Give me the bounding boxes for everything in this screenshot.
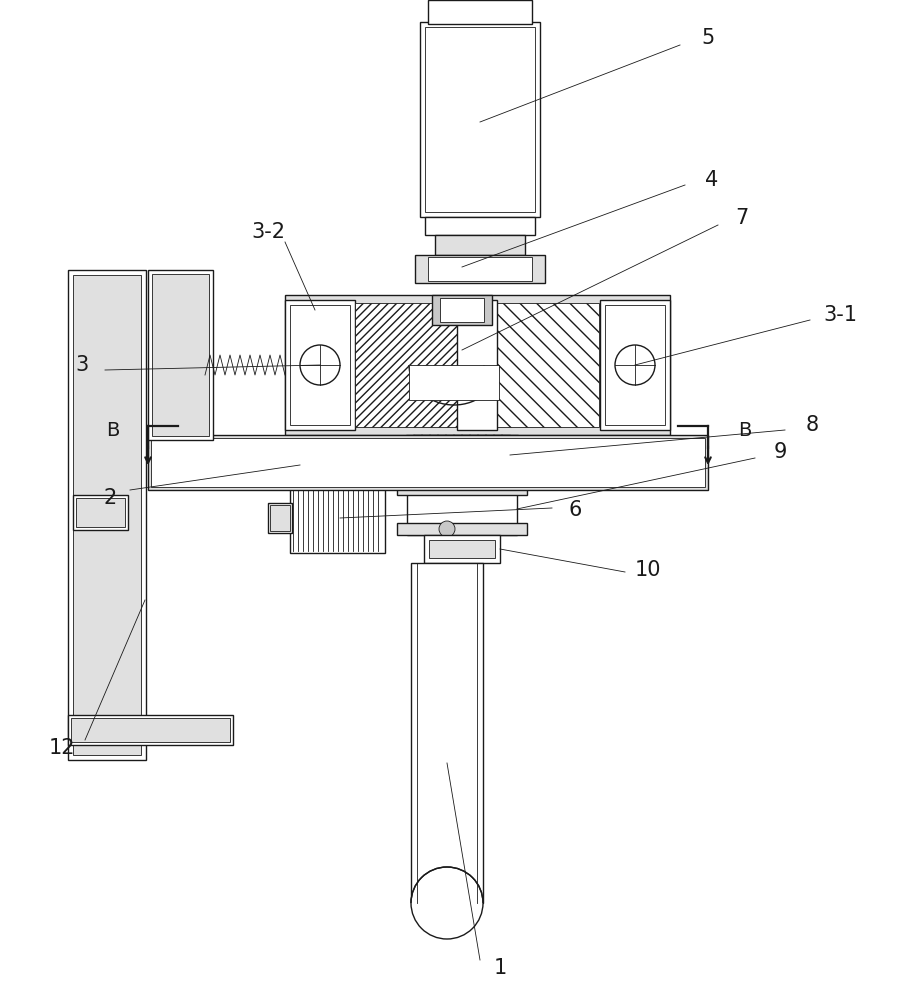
Bar [411,563,483,903]
Bar [457,300,497,430]
Text: 1: 1 [494,958,507,978]
Bar [285,295,670,435]
Bar [605,305,665,425]
Bar [285,300,355,430]
Text: 6: 6 [568,500,582,520]
Bar [76,498,125,527]
Bar [148,270,213,440]
Bar [187,350,205,380]
Text: 3-1: 3-1 [823,305,857,325]
Bar [435,235,525,255]
Bar [428,0,532,24]
Bar [151,438,705,487]
Bar [152,274,209,436]
Text: 2: 2 [103,488,117,508]
Circle shape [300,345,340,385]
Circle shape [411,867,483,939]
Text: B: B [738,420,752,440]
Bar [71,718,230,742]
Bar [270,505,290,531]
Circle shape [439,521,455,537]
Bar [355,303,457,427]
Text: 3: 3 [76,355,88,375]
Bar [268,503,292,533]
Bar [425,217,535,235]
Bar [414,435,510,483]
Text: 9: 9 [773,442,787,462]
Bar [497,303,599,427]
Bar [397,523,527,535]
Bar [68,270,146,760]
Bar [600,300,670,430]
Bar [73,495,128,530]
Text: 4: 4 [705,170,719,190]
Text: 3-2: 3-2 [251,222,285,242]
Bar [420,22,540,217]
Text: 8: 8 [805,415,819,435]
Bar [68,715,233,745]
Text: 10: 10 [635,560,661,580]
Bar [440,298,484,322]
Text: 12: 12 [49,738,76,758]
Bar [429,540,495,558]
Bar [290,483,385,553]
Bar [432,295,492,325]
Bar [409,365,499,400]
Bar [425,27,535,212]
Circle shape [615,345,655,385]
Bar [407,483,517,535]
Text: 5: 5 [701,28,714,48]
Bar [148,435,708,490]
Bar [290,305,350,425]
Text: B: B [107,420,119,440]
Bar [397,483,527,495]
Bar [406,471,518,483]
Bar [428,257,532,281]
Bar [402,447,522,471]
Bar [424,535,500,563]
Text: 7: 7 [735,208,749,228]
Bar [406,435,518,447]
Bar [73,275,141,755]
Bar [415,255,545,283]
